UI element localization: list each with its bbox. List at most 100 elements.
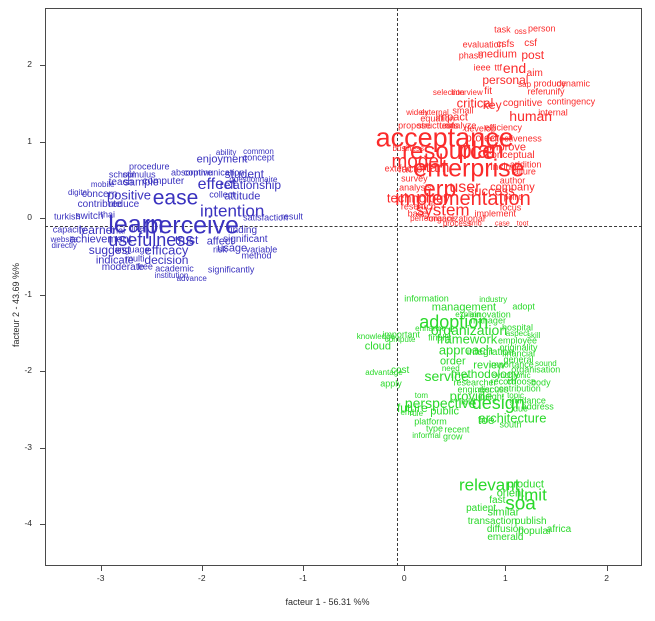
word-label: website [50, 234, 78, 244]
word-label: importance [489, 359, 534, 370]
word-label: soa [505, 493, 536, 515]
word-label: finally [428, 332, 452, 343]
word-label: platform [414, 416, 447, 427]
word-label: cost [390, 365, 410, 377]
x-tick [404, 566, 406, 571]
word-label: organizational [428, 213, 485, 224]
word-label: adoption [419, 312, 489, 333]
word-label: conceptual [486, 149, 535, 161]
y-tick-label: 2 [27, 59, 32, 70]
word-label: body [531, 377, 551, 388]
y-tick-label: -4 [24, 517, 32, 528]
word-label: moderate [101, 261, 145, 273]
word-label: learn [108, 210, 164, 239]
word-label: explain [455, 309, 481, 319]
word-label: toot [516, 220, 529, 228]
word-label: process [442, 218, 471, 228]
word-label: knowledge [356, 332, 395, 342]
word-label: improve [486, 141, 526, 154]
word-label: student [224, 166, 265, 181]
word-label: fast [489, 495, 506, 507]
word-label: organization [430, 321, 508, 338]
word-label: manager [470, 315, 506, 326]
word-label: aspect [505, 329, 530, 339]
word-label: survey [401, 173, 428, 184]
x-tick [505, 566, 507, 571]
y-tick [40, 141, 45, 143]
word-label: patient [466, 502, 497, 514]
word-label: diffusion [486, 524, 524, 536]
x-tick-label: -2 [198, 573, 206, 583]
word-label: attitude [224, 190, 261, 203]
y-tick [40, 523, 45, 525]
word-label: equation [420, 113, 455, 124]
x-tick [201, 566, 203, 571]
y-tick-label: 1 [27, 135, 32, 146]
word-label: sample [123, 176, 159, 189]
word-label: organisation [511, 364, 561, 375]
word-label: design [471, 393, 525, 414]
word-label: line [131, 223, 145, 233]
word-label: synchronic [492, 370, 531, 380]
word-label: structural [417, 120, 455, 131]
word-label: task [494, 24, 511, 35]
word-label: relationship [219, 177, 282, 192]
word-label: decision [144, 253, 189, 268]
word-label: author [499, 175, 526, 186]
word-label: factor [398, 163, 427, 176]
word-label: ieee [473, 62, 491, 73]
word-label: adopt [512, 301, 535, 312]
word-label: analysis [399, 182, 432, 193]
word-label: south [499, 419, 522, 430]
word-label: perspective [404, 395, 477, 412]
plot-frame [45, 8, 642, 566]
word-label: need [441, 363, 460, 373]
word-label: thai [100, 209, 115, 220]
word-label: public [430, 405, 460, 418]
word-label: evaluation [462, 39, 504, 50]
y-axis-title: facteur 2 - 43.69 %% [11, 262, 21, 348]
word-label: sap [518, 80, 532, 90]
word-label: satisfaction [243, 212, 289, 223]
word-label: common [243, 146, 274, 156]
word-label: efficiency [484, 122, 523, 133]
y-tick-label: 0 [27, 212, 32, 223]
word-label: field [458, 396, 476, 407]
word-label: success [467, 183, 515, 199]
y-tick-label: -2 [24, 365, 32, 376]
word-label: financial [502, 348, 536, 359]
word-label: company [490, 181, 535, 194]
word-label: result [280, 211, 303, 222]
word-label: effect [197, 175, 237, 193]
word-label: finding [227, 225, 258, 237]
word-label: communication [183, 167, 245, 178]
word-label: learner [78, 223, 117, 238]
x-tick-label: -3 [96, 573, 105, 583]
word-label: develop [464, 123, 496, 134]
word-label: extend [384, 163, 412, 174]
word-label: general [503, 354, 534, 365]
word-label: post [521, 48, 545, 63]
word-label: unify [545, 86, 565, 97]
word-label: directly [51, 240, 77, 250]
word-label: risk [213, 244, 228, 255]
word-label: achievement [69, 233, 132, 246]
word-label: significantly [207, 264, 255, 275]
word-label: sound [534, 359, 557, 369]
word-label: management [431, 301, 497, 314]
word-label: small [452, 105, 474, 116]
word-label: switch [75, 210, 104, 222]
word-label: propose [398, 120, 431, 131]
word-label: trust [174, 232, 199, 247]
word-label: record [490, 376, 517, 387]
word-label: free [137, 261, 153, 272]
word-label: transaction [467, 516, 517, 528]
word-label: product [507, 478, 544, 491]
word-label: oss [514, 26, 527, 36]
word-label: language [112, 244, 150, 255]
x-tick [606, 566, 608, 571]
word-label: ttf [494, 62, 503, 73]
word-label: concern [81, 188, 118, 200]
word-label: business [392, 143, 425, 153]
word-label: fit [484, 86, 493, 98]
